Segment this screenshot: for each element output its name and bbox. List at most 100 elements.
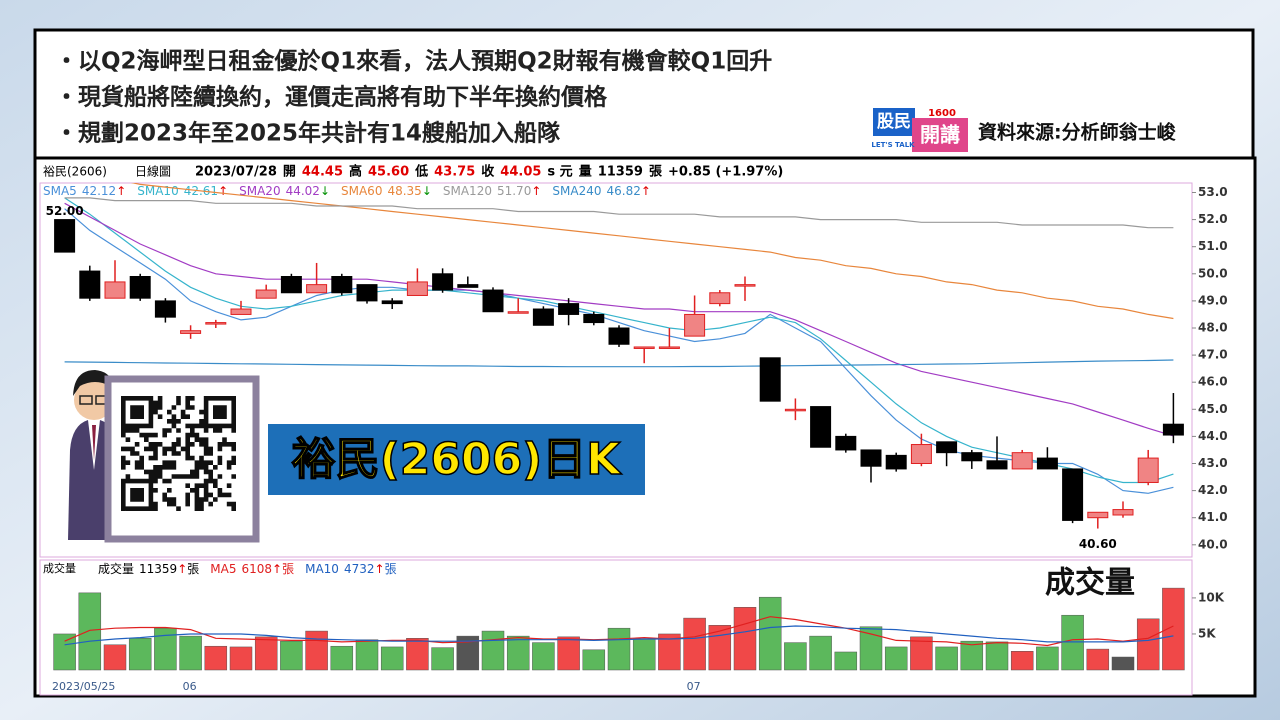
header-item: 低 bbox=[414, 164, 428, 180]
legend-name: MA5 bbox=[210, 562, 236, 576]
legend-name: SMA60 bbox=[341, 184, 382, 198]
candle-body bbox=[406, 281, 428, 296]
volume-bar bbox=[305, 630, 328, 671]
bullet: ・規劃2023年至2025年共計有14艘船加入船隊 bbox=[55, 120, 561, 147]
candle-body bbox=[205, 322, 227, 325]
y-tick-label: 53.0 bbox=[1198, 185, 1228, 199]
header-item: 11359 bbox=[598, 165, 643, 180]
y-tick-label: 49.0 bbox=[1198, 293, 1228, 307]
volume-annotation: 成交量 bbox=[1045, 566, 1135, 601]
legend-entry: SMA120 51.70↑ bbox=[443, 184, 542, 198]
candle-body bbox=[558, 303, 580, 315]
candle-body bbox=[1036, 457, 1058, 470]
chart-subtitle: 日線圖 bbox=[135, 164, 171, 179]
volume-bar bbox=[1136, 618, 1160, 671]
volume-frame bbox=[39, 559, 1193, 696]
bullet: ・以Q2海岬型日租金優於Q1來看，法人預期Q2財報有機會較Q1回升 bbox=[55, 48, 772, 75]
candle-body bbox=[255, 289, 277, 299]
legend-arrow: ↑ bbox=[641, 184, 651, 198]
glasses bbox=[79, 395, 93, 405]
legend-value: 46.82 bbox=[606, 184, 640, 198]
header-item: 量 bbox=[579, 165, 592, 180]
candle-body bbox=[306, 284, 328, 294]
logo-text: 股民 bbox=[877, 112, 911, 132]
candle-body bbox=[1087, 511, 1109, 519]
volume-bar bbox=[1086, 648, 1110, 671]
legend-arrow: ↓ bbox=[320, 184, 330, 198]
hair bbox=[73, 370, 115, 396]
volume-bar bbox=[935, 646, 958, 671]
volume-bar bbox=[229, 646, 253, 671]
text-box bbox=[33, 28, 1255, 160]
overlay: 裕民(2606)日K bbox=[68, 370, 645, 543]
volume-bar bbox=[834, 651, 858, 671]
y-tick-label: 5K bbox=[1198, 626, 1216, 640]
candle-body bbox=[885, 454, 907, 470]
candle-body bbox=[129, 276, 151, 299]
volume-bar bbox=[985, 641, 1009, 671]
logo: 股民 開講 1600 LET'S TALK bbox=[871, 108, 968, 152]
logo-block bbox=[873, 108, 915, 136]
banner-box bbox=[268, 424, 645, 495]
banner-title: 裕民(2606)日K bbox=[292, 434, 623, 485]
candle-body bbox=[1112, 509, 1134, 516]
candle-body bbox=[356, 284, 378, 302]
header-item: 收 bbox=[481, 164, 495, 180]
legend-name: SMA10 bbox=[137, 184, 178, 198]
legend-arrow: ↑ bbox=[177, 562, 187, 576]
header-item: 張 bbox=[649, 165, 663, 180]
y-tick-label: 43.0 bbox=[1198, 456, 1228, 470]
candle-body bbox=[381, 300, 403, 305]
legend-value: 51.70 bbox=[497, 184, 531, 198]
candle-body bbox=[1062, 468, 1084, 521]
legend-name: MA10 bbox=[305, 562, 339, 576]
candle-body bbox=[684, 313, 706, 337]
face bbox=[74, 380, 114, 420]
legend-arrow: ↑ bbox=[116, 184, 126, 198]
line bbox=[64, 197, 1174, 484]
legend-entry: 成交量 11359↑張 bbox=[98, 561, 199, 576]
candle-body bbox=[784, 408, 806, 412]
legend-entry: SMA240 46.82↑ bbox=[552, 184, 651, 198]
legend-name: SMA240 bbox=[552, 184, 601, 198]
candle-body bbox=[54, 219, 76, 253]
legend-value: 11359 bbox=[139, 562, 177, 576]
header-item: 44.05 bbox=[500, 165, 541, 180]
candle-body bbox=[180, 330, 202, 334]
legend-unit: 張 bbox=[385, 562, 397, 576]
volume-bar bbox=[53, 633, 76, 671]
volume-bar bbox=[103, 644, 127, 671]
header-item: 44.45 bbox=[302, 165, 343, 180]
legend-name: SMA5 bbox=[43, 184, 77, 198]
candle-body bbox=[961, 452, 983, 462]
legend-entry: SMA20 44.02↓ bbox=[239, 184, 330, 198]
candle-body bbox=[936, 441, 958, 454]
candle-body bbox=[331, 276, 353, 294]
candle-body bbox=[104, 281, 126, 299]
price-annotation: 40.60 bbox=[1079, 537, 1117, 551]
header-item: 45.60 bbox=[368, 165, 409, 180]
volume-bar bbox=[708, 625, 732, 671]
candle-body bbox=[810, 406, 832, 448]
candle-body bbox=[860, 449, 882, 467]
line bbox=[64, 625, 1174, 646]
header-item: 2023/07/28 bbox=[195, 165, 277, 180]
y-tick-label: 46.0 bbox=[1198, 375, 1228, 389]
y-tick-label: 52.0 bbox=[1198, 212, 1228, 226]
header-item: s 元 bbox=[547, 165, 572, 180]
line bbox=[64, 208, 1174, 494]
candle-body bbox=[1137, 457, 1159, 483]
line bbox=[64, 616, 1174, 647]
legend-entry: SMA60 48.35↓ bbox=[341, 184, 432, 198]
candle-body bbox=[986, 460, 1008, 470]
legend-value: 48.35 bbox=[387, 184, 421, 198]
legend-value: 42.12 bbox=[82, 184, 116, 198]
volume-bar bbox=[809, 635, 832, 671]
y-tick-label: 48.0 bbox=[1198, 320, 1228, 334]
line bbox=[130, 183, 1174, 320]
volume-bar bbox=[884, 646, 908, 671]
volume-bar bbox=[1061, 614, 1084, 671]
legend-value: 6108 bbox=[241, 562, 272, 576]
chart-title: 裕民(2606) bbox=[43, 164, 107, 179]
